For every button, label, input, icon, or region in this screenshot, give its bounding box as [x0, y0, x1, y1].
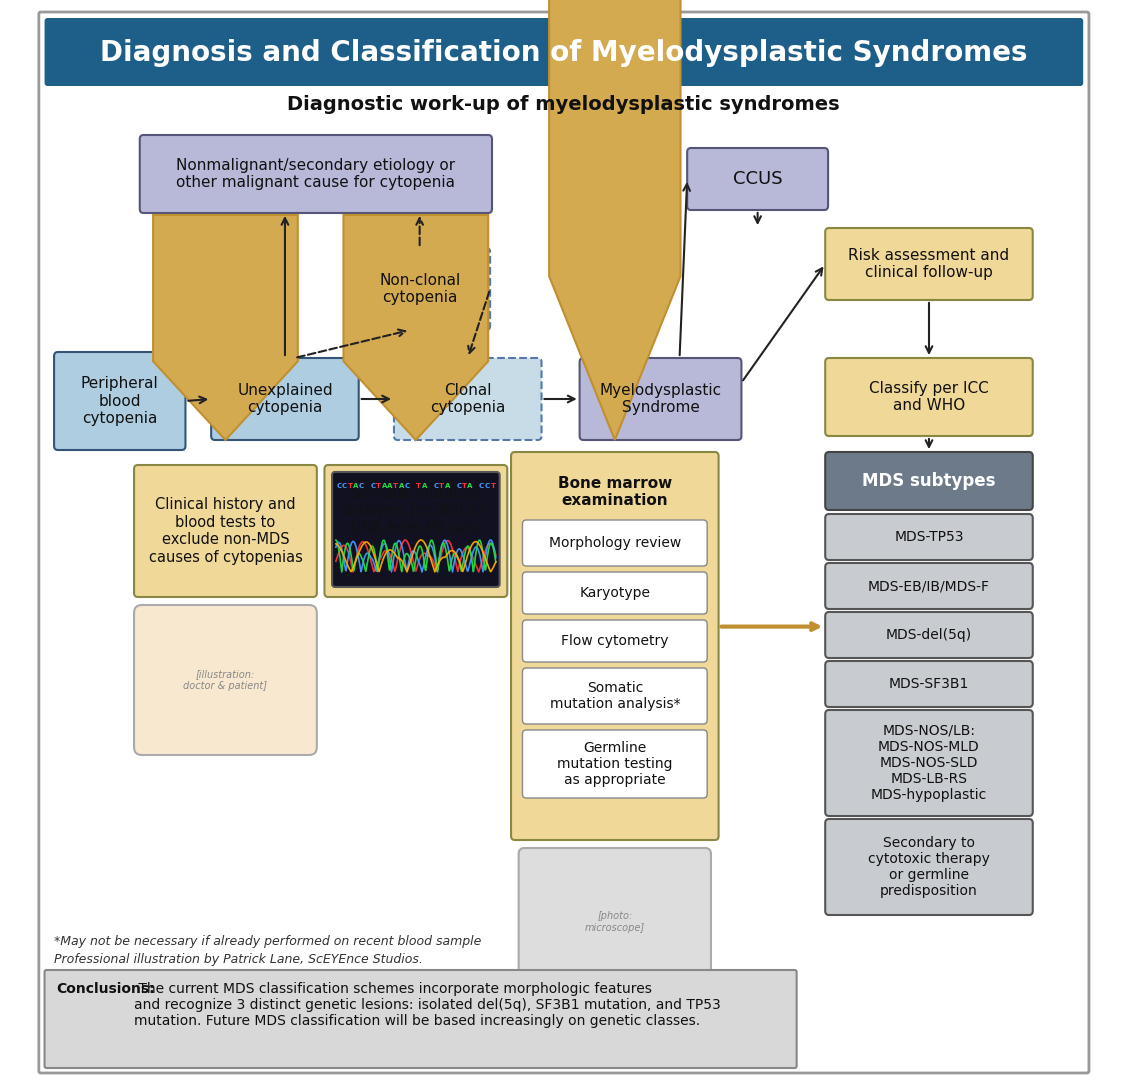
Text: Clonal
cytopenia: Clonal cytopenia	[431, 383, 505, 416]
Text: Risk assessment and
clinical follow-up: Risk assessment and clinical follow-up	[849, 247, 1010, 280]
FancyBboxPatch shape	[579, 358, 742, 441]
FancyBboxPatch shape	[54, 352, 186, 450]
FancyBboxPatch shape	[332, 472, 499, 587]
FancyBboxPatch shape	[825, 358, 1032, 436]
Text: A: A	[468, 483, 473, 489]
Text: Morphology review: Morphology review	[549, 536, 681, 550]
Text: G: G	[450, 483, 455, 489]
FancyBboxPatch shape	[687, 148, 828, 210]
Text: G: G	[410, 483, 416, 489]
Text: Somatic
mutation analysis*: Somatic mutation analysis*	[550, 681, 680, 711]
Text: Peripheral
blood
cytopenia: Peripheral blood cytopenia	[81, 376, 159, 426]
Text: C: C	[336, 483, 341, 489]
Text: [illustration:
doctor & patient]: [illustration: doctor & patient]	[184, 669, 267, 691]
Text: Nonmalignant/secondary etiology or
other malignant cause for cytopenia: Nonmalignant/secondary etiology or other…	[176, 157, 455, 190]
FancyBboxPatch shape	[45, 970, 797, 1068]
Text: Clinical history and
blood tests to
exclude non-MDS
causes of cytopenias: Clinical history and blood tests to excl…	[149, 497, 302, 564]
Text: Diagnostic work-up of myelodysplastic syndromes: Diagnostic work-up of myelodysplastic sy…	[287, 95, 840, 115]
Text: C: C	[433, 483, 438, 489]
Text: MDS subtypes: MDS subtypes	[862, 472, 996, 490]
Text: Myelodysplastic
Syndrome: Myelodysplastic Syndrome	[600, 383, 721, 416]
Text: Conclusions:: Conclusions:	[56, 982, 154, 996]
FancyBboxPatch shape	[511, 452, 719, 840]
Text: T: T	[416, 483, 421, 489]
FancyBboxPatch shape	[825, 563, 1032, 609]
Text: Secondary to
cytotoxic therapy
or germline
predisposition: Secondary to cytotoxic therapy or germli…	[868, 835, 990, 898]
Polygon shape	[344, 215, 488, 441]
Text: C: C	[456, 483, 461, 489]
FancyBboxPatch shape	[825, 452, 1032, 510]
FancyBboxPatch shape	[140, 135, 492, 213]
Text: T: T	[440, 483, 444, 489]
Text: Somatic mutation
analysis (±CNV) on
DNA from PB cells: Somatic mutation analysis (±CNV) on DNA …	[345, 486, 487, 536]
Text: G: G	[364, 483, 370, 489]
FancyBboxPatch shape	[825, 514, 1032, 560]
FancyBboxPatch shape	[825, 819, 1032, 915]
Text: MDS-NOS/LB:
MDS-NOS-MLD
MDS-NOS-SLD
MDS-LB-RS
MDS-hypoplastic: MDS-NOS/LB: MDS-NOS-MLD MDS-NOS-SLD MDS-…	[871, 724, 987, 803]
Text: Flow cytometry: Flow cytometry	[561, 634, 668, 648]
Text: MDS-del(5q): MDS-del(5q)	[886, 628, 973, 642]
Text: Unexplained
cytopenia: Unexplained cytopenia	[237, 383, 332, 416]
Text: A: A	[399, 483, 405, 489]
Text: Classify per ICC
and WHO: Classify per ICC and WHO	[869, 381, 988, 413]
Polygon shape	[153, 215, 298, 441]
FancyBboxPatch shape	[523, 620, 707, 662]
Text: T: T	[347, 483, 353, 489]
FancyBboxPatch shape	[825, 661, 1032, 707]
Text: The current MDS classification schemes incorporate morphologic features
and reco: The current MDS classification schemes i…	[134, 982, 721, 1029]
Text: G: G	[473, 483, 479, 489]
Text: G: G	[427, 483, 433, 489]
FancyBboxPatch shape	[349, 248, 490, 330]
Text: C: C	[371, 483, 375, 489]
FancyBboxPatch shape	[523, 668, 707, 724]
Text: A: A	[444, 483, 450, 489]
FancyBboxPatch shape	[45, 18, 1083, 86]
FancyBboxPatch shape	[211, 358, 358, 441]
Text: T: T	[393, 483, 398, 489]
FancyBboxPatch shape	[394, 358, 541, 441]
Text: CCUS: CCUS	[733, 170, 782, 188]
Text: C: C	[405, 483, 410, 489]
FancyBboxPatch shape	[523, 730, 707, 797]
FancyBboxPatch shape	[134, 465, 317, 597]
Text: A: A	[353, 483, 358, 489]
Text: Non-clonal
cytopenia: Non-clonal cytopenia	[379, 272, 460, 305]
Text: Bone marrow
examination: Bone marrow examination	[558, 476, 672, 509]
Text: T: T	[376, 483, 381, 489]
Text: [photo:
microscope]: [photo: microscope]	[585, 911, 645, 933]
Text: MDS-TP53: MDS-TP53	[894, 529, 964, 544]
Text: T: T	[490, 483, 496, 489]
Text: T: T	[462, 483, 467, 489]
FancyBboxPatch shape	[523, 520, 707, 566]
Text: A: A	[388, 483, 393, 489]
FancyBboxPatch shape	[825, 612, 1032, 658]
FancyBboxPatch shape	[325, 465, 507, 597]
Text: C: C	[341, 483, 347, 489]
FancyBboxPatch shape	[825, 710, 1032, 816]
Text: A: A	[382, 483, 387, 489]
FancyBboxPatch shape	[518, 848, 711, 996]
Text: C: C	[479, 483, 485, 489]
Text: Karyotype: Karyotype	[579, 586, 650, 600]
FancyBboxPatch shape	[825, 228, 1032, 299]
Text: *May not be necessary if already performed on recent blood sample: *May not be necessary if already perform…	[54, 935, 481, 948]
Text: C: C	[485, 483, 490, 489]
FancyBboxPatch shape	[134, 605, 317, 755]
Text: Germline
mutation testing
as appropriate: Germline mutation testing as appropriate	[557, 741, 673, 788]
Text: MDS-EB/IB/MDS-F: MDS-EB/IB/MDS-F	[868, 579, 990, 593]
Polygon shape	[549, 0, 681, 441]
FancyBboxPatch shape	[523, 572, 707, 614]
Text: Diagnosis and Classification of Myelodysplastic Syndromes: Diagnosis and Classification of Myelodys…	[99, 39, 1027, 67]
Text: C: C	[360, 483, 364, 489]
Text: A: A	[421, 483, 427, 489]
Text: MDS-SF3B1: MDS-SF3B1	[889, 677, 969, 691]
Text: Professional illustration by Patrick Lane, ScEYEnce Studios.: Professional illustration by Patrick Lan…	[54, 953, 423, 966]
